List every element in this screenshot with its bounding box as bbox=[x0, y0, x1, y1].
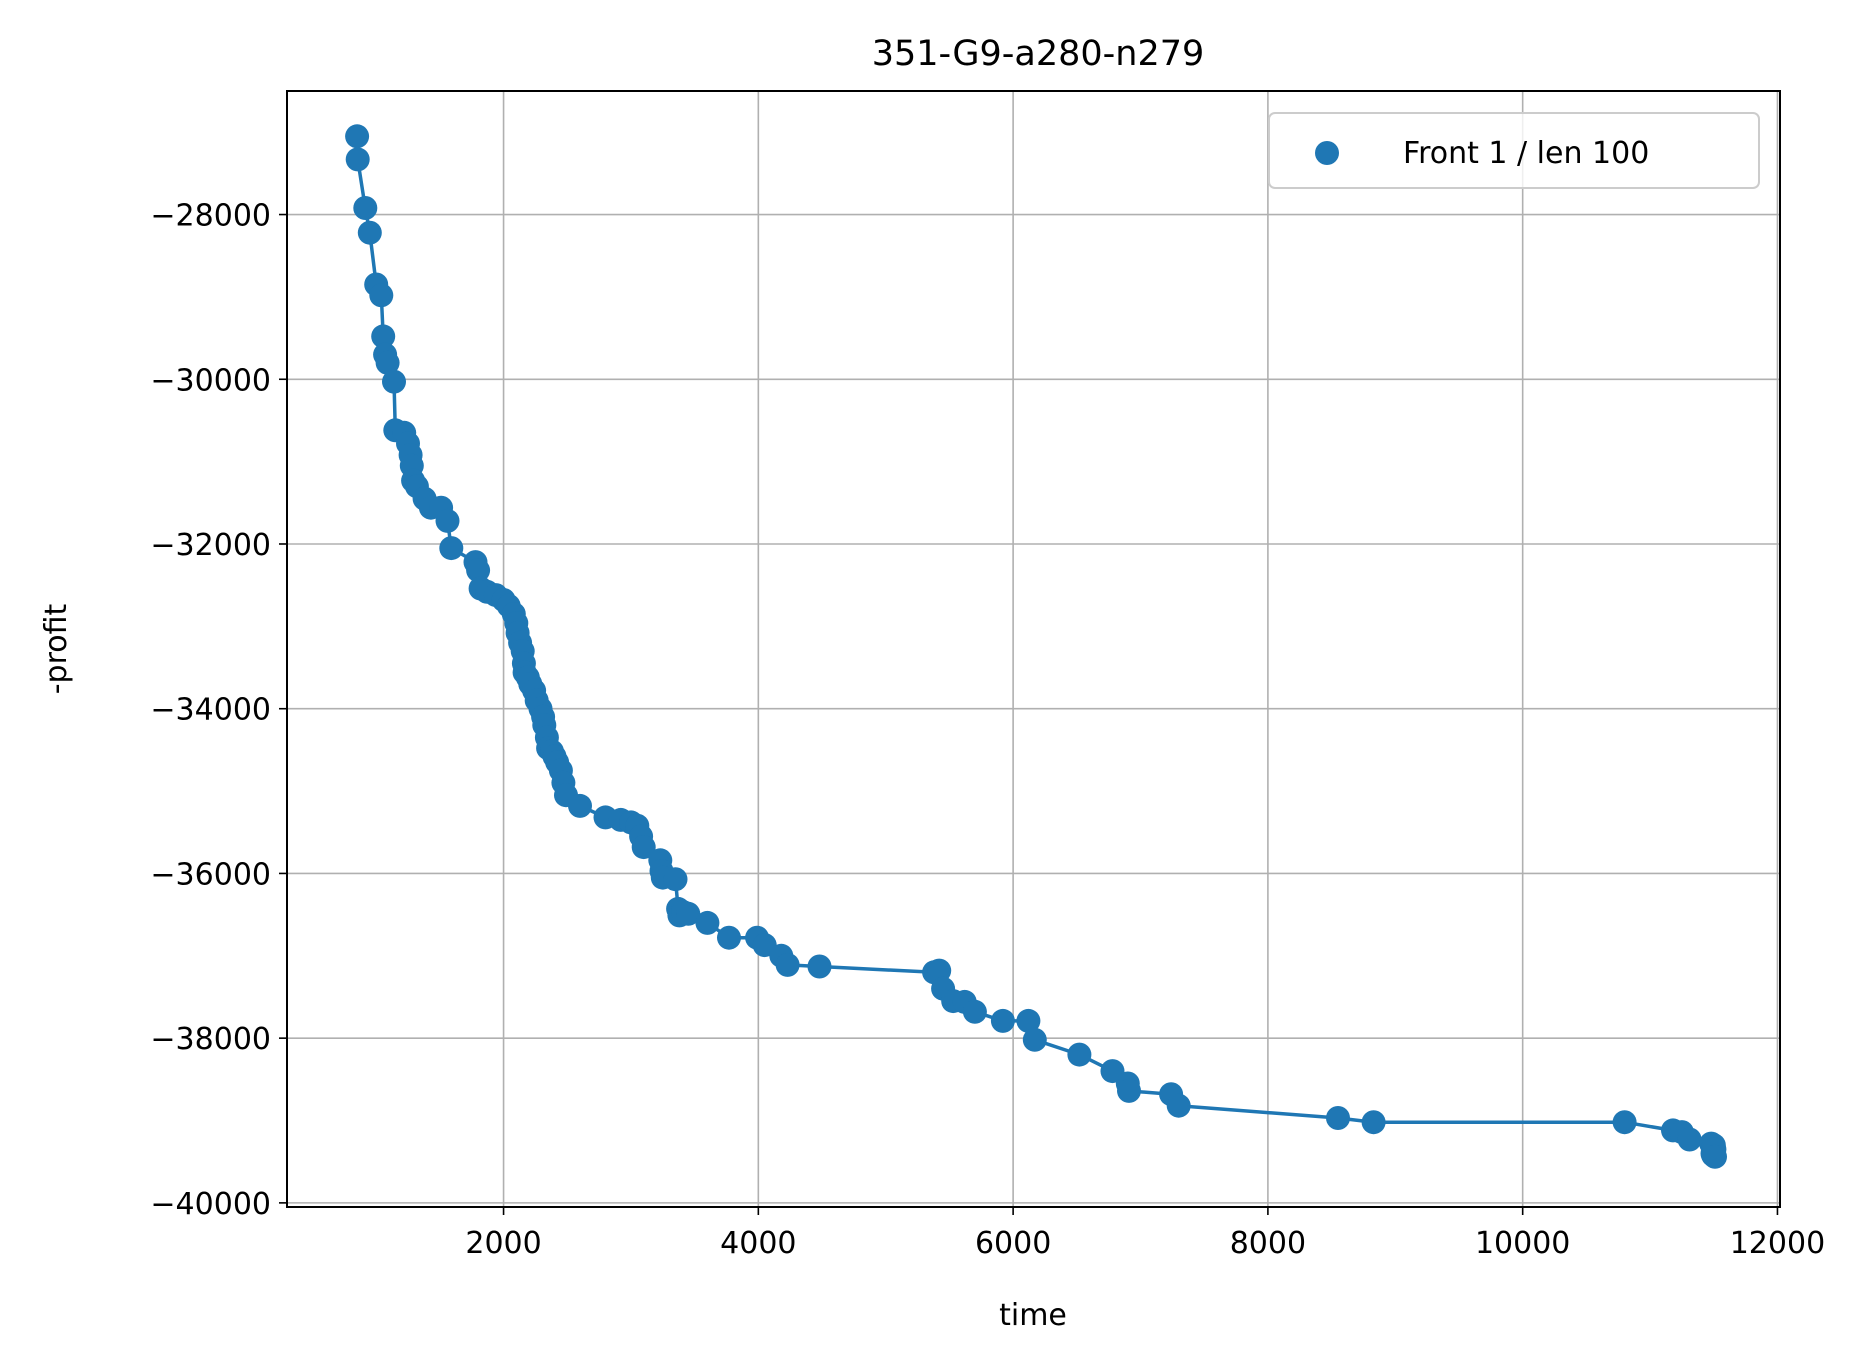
x-tick-label: 8000 bbox=[1230, 1226, 1306, 1261]
data-point bbox=[466, 558, 491, 583]
x-axis-ticks: 2000 4000 6000 8000 10000 12000 bbox=[465, 1207, 1825, 1261]
data-point bbox=[369, 283, 394, 308]
data-point bbox=[631, 835, 656, 860]
data-point bbox=[1703, 1144, 1727, 1169]
data-point bbox=[775, 952, 800, 977]
legend: Front 1 / len 100 bbox=[1268, 112, 1760, 189]
data-point bbox=[371, 324, 396, 349]
y-tick-label: −40000 bbox=[150, 1187, 271, 1222]
data-point bbox=[353, 196, 378, 220]
x-tick-label: 6000 bbox=[975, 1226, 1051, 1261]
y-axis-label: -profit bbox=[39, 603, 74, 694]
x-tick-label: 10000 bbox=[1475, 1226, 1570, 1261]
data-point bbox=[1326, 1106, 1350, 1130]
data-point bbox=[1361, 1110, 1386, 1135]
y-tick-label: −30000 bbox=[150, 363, 271, 398]
data-point bbox=[1677, 1127, 1702, 1152]
x-tick-label: 2000 bbox=[465, 1226, 541, 1261]
legend-label: Front 1 / len 100 bbox=[1403, 136, 1649, 171]
data-point bbox=[435, 508, 460, 533]
data-point bbox=[676, 901, 701, 926]
y-axis-ticks: −28000 −30000 −32000 −34000 −36000 −38000 −400… bbox=[150, 199, 287, 1222]
y-tick-label: −32000 bbox=[150, 528, 271, 563]
data-point bbox=[345, 124, 370, 149]
data-point bbox=[962, 999, 987, 1024]
plot-frame bbox=[286, 90, 1781, 1208]
chart-title: 351-G9-a280-n279 bbox=[872, 34, 1205, 74]
y-tick-label: −28000 bbox=[150, 199, 271, 234]
x-axis-label: time bbox=[999, 1298, 1067, 1333]
data-point bbox=[663, 867, 688, 892]
y-tick-label: −34000 bbox=[150, 693, 271, 728]
data-point bbox=[345, 147, 370, 172]
data-point bbox=[1067, 1042, 1092, 1067]
data-point bbox=[568, 793, 592, 818]
data-point bbox=[375, 350, 400, 375]
data-point bbox=[357, 220, 382, 245]
data-point bbox=[695, 910, 720, 935]
x-tick-label: 4000 bbox=[720, 1226, 796, 1261]
data-point bbox=[717, 925, 741, 950]
x-tick-label: 12000 bbox=[1730, 1226, 1825, 1261]
data-point bbox=[1612, 1110, 1637, 1135]
data-point bbox=[1016, 1008, 1041, 1033]
series-points bbox=[345, 124, 1727, 1169]
data-point bbox=[807, 954, 832, 979]
data-point bbox=[439, 536, 464, 561]
data-point bbox=[1117, 1078, 1141, 1103]
data-point bbox=[1166, 1093, 1191, 1118]
y-tick-label: −36000 bbox=[150, 857, 271, 892]
data-point bbox=[1022, 1027, 1047, 1052]
data-point bbox=[990, 1008, 1015, 1033]
data-point bbox=[927, 958, 952, 983]
data-point bbox=[382, 369, 406, 394]
y-tick-label: −38000 bbox=[150, 1022, 271, 1057]
grid-lines bbox=[287, 91, 1780, 1207]
legend-marker bbox=[1315, 141, 1339, 165]
legend-box bbox=[1268, 112, 1760, 189]
